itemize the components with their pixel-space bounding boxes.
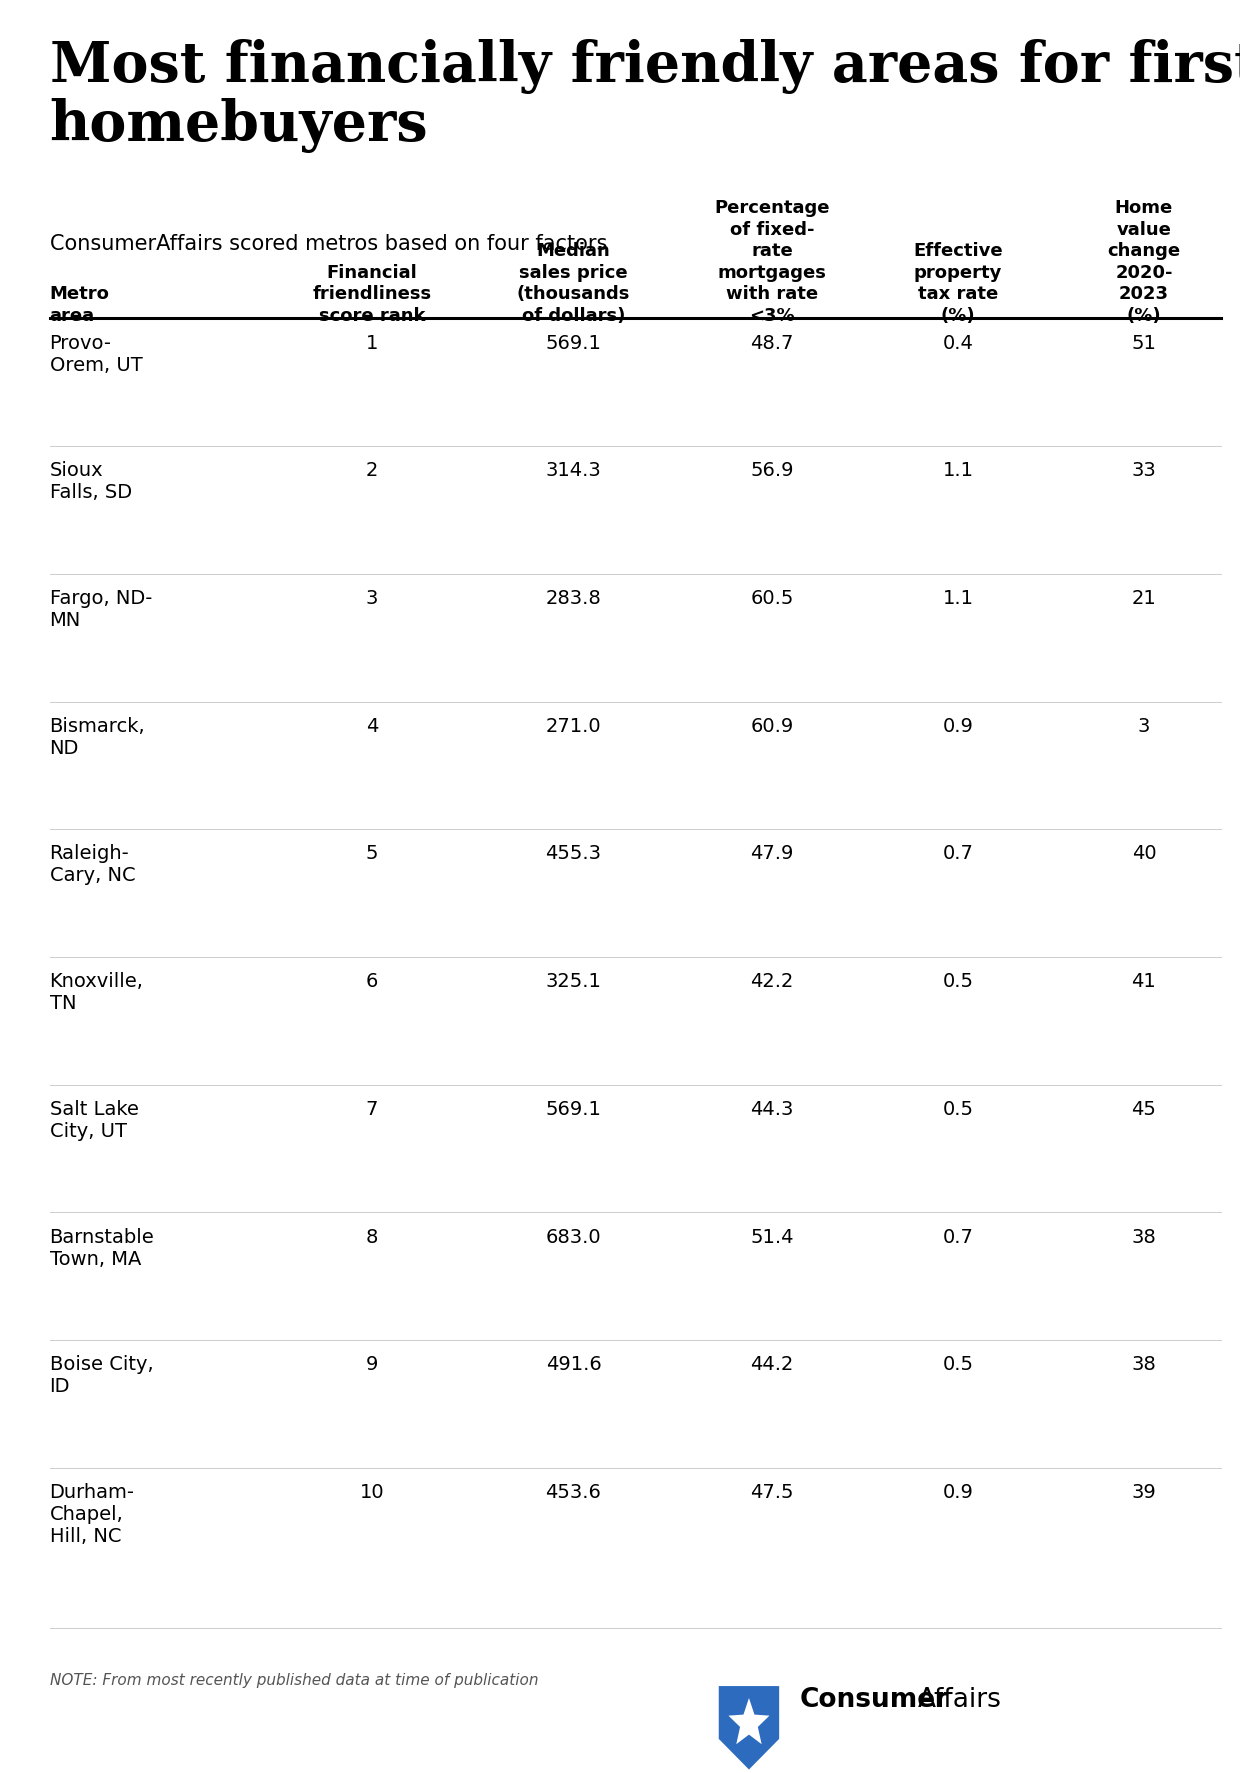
Text: 51.4: 51.4	[750, 1227, 794, 1246]
Text: NOTE: From most recently published data at time of publication: NOTE: From most recently published data …	[50, 1672, 538, 1686]
Text: 47.9: 47.9	[750, 844, 794, 863]
Text: Bismarck,
ND: Bismarck, ND	[50, 716, 145, 757]
Text: 51: 51	[1131, 333, 1157, 353]
Text: 271.0: 271.0	[546, 716, 601, 736]
Text: 39: 39	[1132, 1482, 1156, 1502]
Text: 325.1: 325.1	[546, 972, 601, 991]
Text: 283.8: 283.8	[546, 589, 601, 608]
Text: Effective
property
tax rate
(%): Effective property tax rate (%)	[913, 241, 1003, 324]
Text: 38: 38	[1132, 1355, 1156, 1374]
Text: Salt Lake
City, UT: Salt Lake City, UT	[50, 1099, 139, 1140]
Text: 38: 38	[1132, 1227, 1156, 1246]
Text: 44.3: 44.3	[750, 1099, 794, 1119]
Text: 45: 45	[1131, 1099, 1157, 1119]
Polygon shape	[719, 1686, 779, 1769]
Text: 60.9: 60.9	[750, 716, 794, 736]
Text: 0.9: 0.9	[942, 716, 973, 736]
Text: 41: 41	[1132, 972, 1156, 991]
Text: Sioux
Falls, SD: Sioux Falls, SD	[50, 461, 131, 502]
Text: 569.1: 569.1	[546, 1099, 601, 1119]
Text: Boise City,
ID: Boise City, ID	[50, 1355, 154, 1395]
Text: 21: 21	[1132, 589, 1156, 608]
Text: Metro
area: Metro area	[50, 285, 109, 324]
Text: 3: 3	[1138, 716, 1149, 736]
Text: Median
sales price
(thousands
of dollars): Median sales price (thousands of dollars…	[517, 241, 630, 324]
Text: Affairs: Affairs	[918, 1686, 1002, 1713]
Text: 683.0: 683.0	[546, 1227, 601, 1246]
Text: 0.5: 0.5	[942, 1355, 973, 1374]
Text: 44.2: 44.2	[750, 1355, 794, 1374]
Text: 60.5: 60.5	[750, 589, 794, 608]
Text: 0.7: 0.7	[942, 1227, 973, 1246]
Text: 7: 7	[366, 1099, 378, 1119]
Text: Knoxville,
TN: Knoxville, TN	[50, 972, 144, 1012]
Text: Home
value
change
2020-
2023
(%): Home value change 2020- 2023 (%)	[1107, 199, 1180, 324]
Text: Financial
friendliness
score rank: Financial friendliness score rank	[312, 264, 432, 324]
Text: 314.3: 314.3	[546, 461, 601, 480]
Text: Percentage
of fixed-
rate
mortgages
with rate
<3%: Percentage of fixed- rate mortgages with…	[714, 199, 830, 324]
Text: 40: 40	[1132, 844, 1156, 863]
Text: 0.9: 0.9	[942, 1482, 973, 1502]
Text: 42.2: 42.2	[750, 972, 794, 991]
Text: Most financially friendly areas for first-time
homebuyers: Most financially friendly areas for firs…	[50, 39, 1240, 152]
Text: 47.5: 47.5	[750, 1482, 794, 1502]
Text: Durham-
Chapel,
Hill, NC: Durham- Chapel, Hill, NC	[50, 1482, 135, 1546]
Text: 2: 2	[366, 461, 378, 480]
Text: 0.5: 0.5	[942, 1099, 973, 1119]
Text: Raleigh-
Cary, NC: Raleigh- Cary, NC	[50, 844, 135, 885]
Text: 3: 3	[366, 589, 378, 608]
Text: 491.6: 491.6	[546, 1355, 601, 1374]
Text: 9: 9	[366, 1355, 378, 1374]
Text: Barnstable
Town, MA: Barnstable Town, MA	[50, 1227, 154, 1268]
Text: 33: 33	[1132, 461, 1156, 480]
Text: 5: 5	[366, 844, 378, 863]
Text: 4: 4	[366, 716, 378, 736]
Text: 1: 1	[366, 333, 378, 353]
Text: 0.4: 0.4	[942, 333, 973, 353]
Polygon shape	[728, 1699, 770, 1745]
Text: 56.9: 56.9	[750, 461, 794, 480]
Text: 6: 6	[366, 972, 378, 991]
Text: 1.1: 1.1	[942, 589, 973, 608]
Text: Consumer: Consumer	[800, 1686, 949, 1713]
Text: Fargo, ND-
MN: Fargo, ND- MN	[50, 589, 153, 629]
Text: 1.1: 1.1	[942, 461, 973, 480]
Text: 48.7: 48.7	[750, 333, 794, 353]
Text: 0.7: 0.7	[942, 844, 973, 863]
Text: ConsumerAffairs scored metros based on four factors: ConsumerAffairs scored metros based on f…	[50, 234, 606, 254]
Text: 453.6: 453.6	[546, 1482, 601, 1502]
Text: 8: 8	[366, 1227, 378, 1246]
Text: 569.1: 569.1	[546, 333, 601, 353]
Text: Provo-
Orem, UT: Provo- Orem, UT	[50, 333, 143, 374]
Text: 0.5: 0.5	[942, 972, 973, 991]
Text: 455.3: 455.3	[546, 844, 601, 863]
Text: 10: 10	[360, 1482, 384, 1502]
